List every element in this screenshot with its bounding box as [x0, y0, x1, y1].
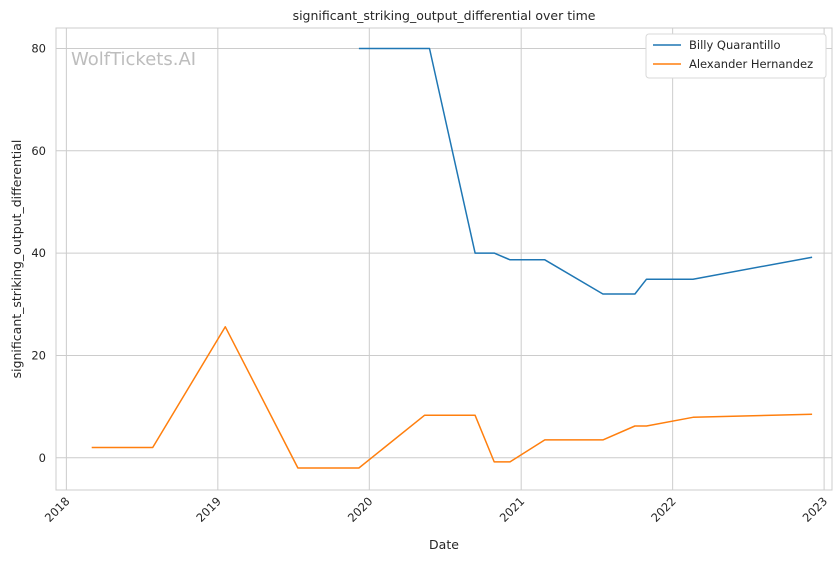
legend-box	[645, 33, 827, 79]
chart-title: significant_striking_output_differential…	[293, 8, 596, 23]
x-tick-label: 2020	[345, 494, 376, 525]
legend-label-1: Billy Quarantillo	[689, 38, 781, 52]
x-tick-label: 2023	[800, 494, 831, 525]
plot-area	[55, 27, 833, 491]
series-line-2	[91, 326, 813, 469]
x-tick-label: 2021	[497, 494, 528, 525]
grid	[56, 28, 832, 490]
legend-label-2: Alexander Hernandez	[689, 57, 813, 71]
y-tick-label: 80	[31, 41, 46, 55]
series-layer	[91, 47, 813, 469]
y-tick-label: 40	[31, 246, 46, 260]
watermark-text: WolfTickets.AI	[71, 49, 196, 70]
y-tick-label: 60	[31, 144, 46, 158]
y-axis-label: significant_striking_output_differential	[9, 140, 24, 379]
x-tick-label: 2018	[42, 494, 73, 525]
x-axis-label: Date	[429, 537, 459, 552]
x-tick-label: 2022	[648, 494, 679, 525]
x-tick-label: 2019	[193, 494, 224, 525]
y-tick-label: 20	[31, 348, 46, 362]
y-tick-label: 0	[39, 451, 46, 465]
legend: Billy Quarantillo Alexander Hernandez	[645, 33, 827, 79]
series-line-1	[358, 47, 813, 295]
